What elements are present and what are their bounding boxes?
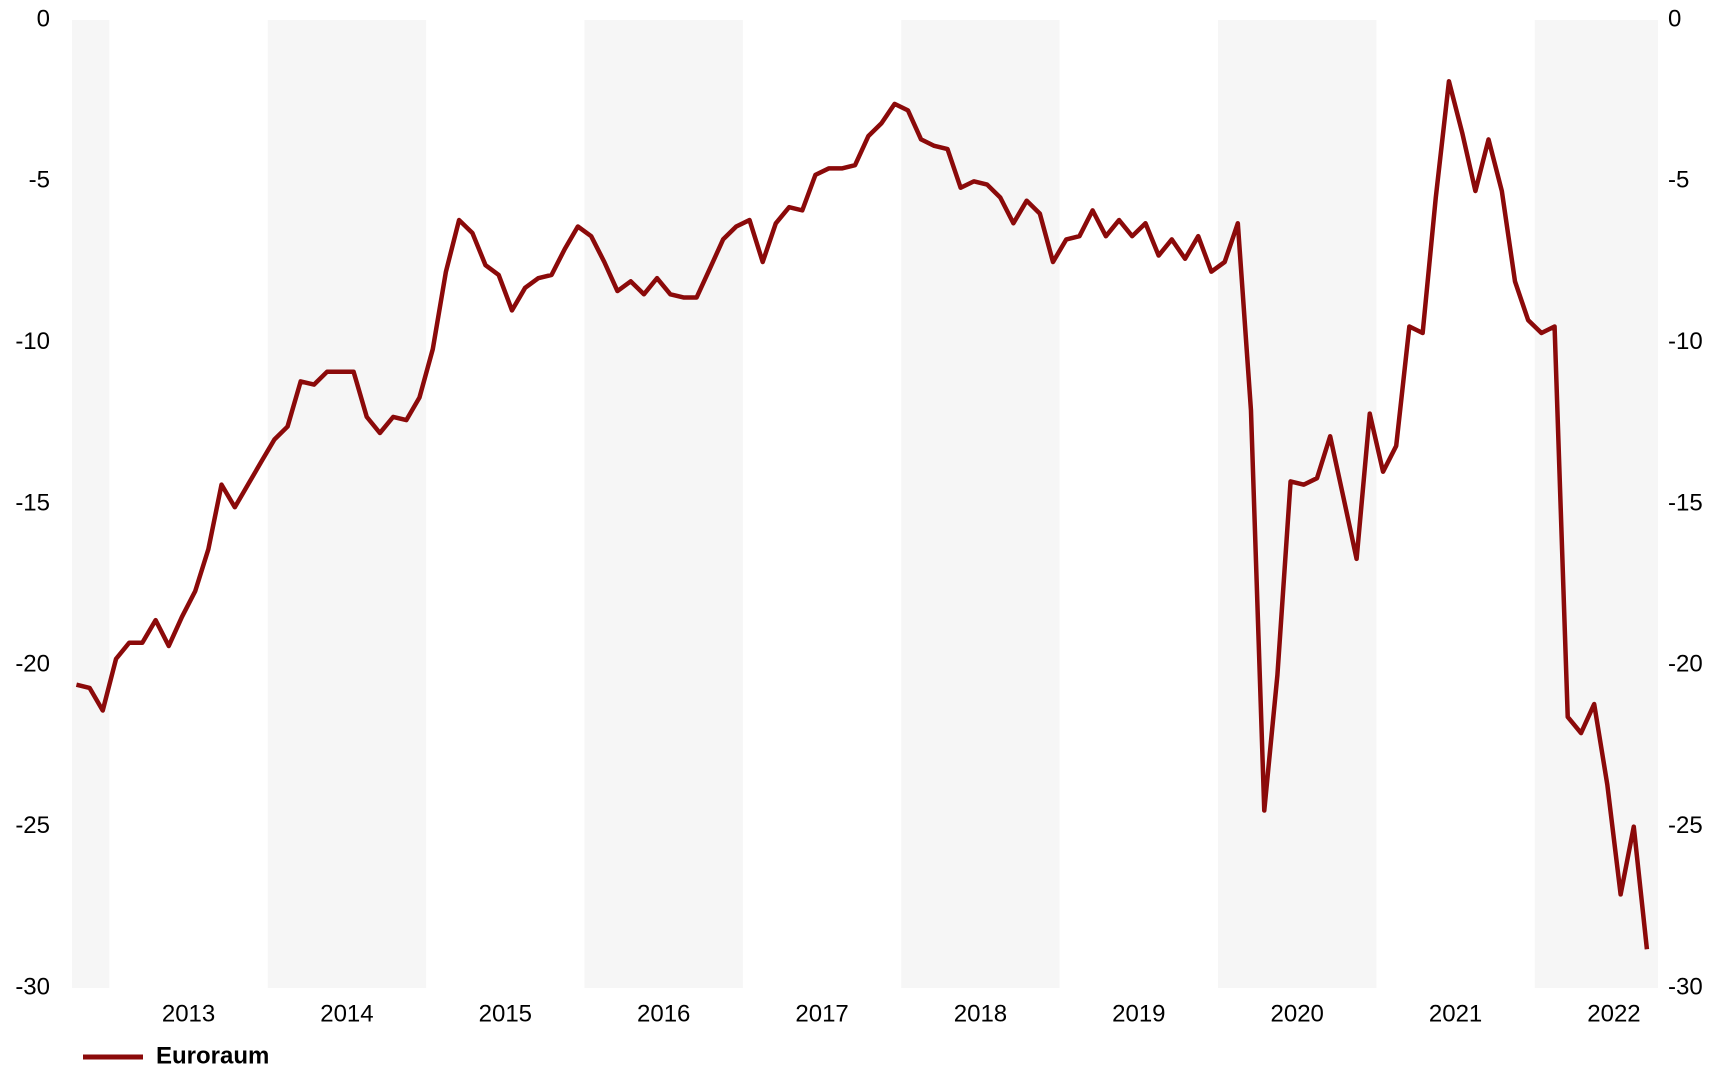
x-tick-label: 2019	[1112, 1000, 1165, 1027]
x-tick-label: 2021	[1429, 1000, 1482, 1027]
year-shade	[1218, 20, 1377, 988]
y2-tick-label: 0	[1668, 5, 1681, 32]
x-tick-label: 2022	[1587, 1000, 1640, 1027]
y-tick-label: -25	[15, 812, 50, 839]
y-tick-label: -5	[29, 167, 50, 194]
y-tick-label: -20	[15, 651, 50, 678]
x-tick-label: 2018	[954, 1000, 1007, 1027]
year-shade	[584, 20, 743, 988]
x-tick-label: 2017	[795, 1000, 848, 1027]
x-tick-label: 2014	[320, 1000, 373, 1027]
y2-tick-label: -20	[1668, 651, 1703, 678]
year-shade	[267, 20, 427, 988]
y-tick-label: -15	[15, 489, 50, 516]
y-tick-label: -10	[15, 328, 50, 355]
y2-tick-label: -10	[1668, 328, 1703, 355]
y-tick-label: 0	[37, 5, 50, 32]
legend-label: Euroraum	[156, 1042, 269, 1069]
x-tick-label: 2015	[479, 1000, 532, 1027]
x-tick-label: 2016	[637, 1000, 690, 1027]
year-shade	[72, 20, 110, 988]
data-line	[75, 79, 1650, 950]
y2-tick-label: -25	[1668, 812, 1703, 839]
year-shade	[1534, 20, 1658, 988]
y2-tick-label: -5	[1668, 167, 1689, 194]
year-shade	[901, 20, 1060, 988]
x-tick-label: 2020	[1271, 1000, 1324, 1027]
y2-tick-label: -30	[1668, 973, 1703, 1000]
y-tick-label: -30	[15, 973, 50, 1000]
x-tick-label: 2013	[162, 1000, 215, 1027]
y2-tick-label: -15	[1668, 489, 1703, 516]
